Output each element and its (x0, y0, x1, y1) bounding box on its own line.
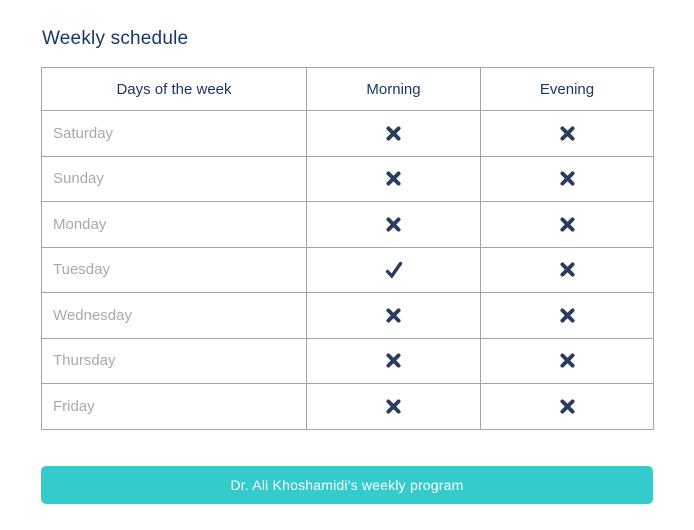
evening-cell (480, 110, 654, 157)
day-label: Thursday (41, 337, 307, 384)
morning-cell (306, 292, 481, 339)
day-label: Saturday (41, 110, 307, 157)
table-header-row: Days of the week Morning Evening (41, 67, 654, 111)
table-row: Monday (41, 201, 654, 248)
day-label: Wednesday (41, 292, 307, 339)
table-row: Wednesday (41, 292, 654, 339)
cross-icon (386, 216, 401, 232)
day-label: Sunday (41, 155, 307, 202)
table-row: Thursday (41, 337, 654, 384)
evening-cell (480, 337, 654, 384)
cross-icon (559, 125, 575, 141)
header-morning: Morning (306, 67, 481, 111)
weekly-program-button[interactable]: Dr. Ali Khoshamidi's weekly program (41, 465, 653, 504)
table-row: Tuesday (41, 246, 654, 293)
page-title: Weekly schedule (42, 28, 189, 49)
cross-icon (386, 171, 401, 186)
cross-icon (559, 216, 575, 232)
morning-cell (306, 246, 481, 293)
check-icon (385, 261, 402, 279)
evening-cell (480, 201, 654, 248)
table-row: Friday (41, 383, 654, 430)
evening-cell (480, 292, 654, 339)
evening-cell (480, 383, 654, 430)
cross-icon (386, 307, 401, 323)
day-label: Monday (41, 201, 307, 248)
cross-icon (386, 125, 401, 141)
cross-icon (386, 353, 401, 368)
header-evening: Evening (480, 67, 654, 111)
cross-icon (559, 307, 575, 323)
morning-cell (306, 383, 481, 430)
cross-icon (559, 171, 575, 186)
evening-cell (480, 155, 654, 202)
morning-cell (306, 155, 481, 202)
cross-icon (559, 353, 575, 368)
morning-cell (306, 110, 481, 157)
evening-cell (480, 246, 654, 293)
morning-cell (306, 337, 481, 384)
cross-icon (559, 262, 575, 277)
table-body: Saturday Sunday Monday Tuesday Wednesday… (41, 110, 654, 430)
day-label: Tuesday (41, 246, 307, 293)
cross-icon (386, 398, 401, 414)
cross-icon (559, 398, 575, 414)
content-container: Weekly schedule Days of the week Morning… (41, 28, 654, 504)
header-days-of-week: Days of the week (41, 67, 307, 111)
table-row: Saturday (41, 110, 654, 157)
weekly-schedule-table: Days of the week Morning Evening Saturda… (41, 67, 654, 430)
morning-cell (306, 201, 481, 248)
table-row: Sunday (41, 155, 654, 202)
day-label: Friday (41, 383, 307, 430)
